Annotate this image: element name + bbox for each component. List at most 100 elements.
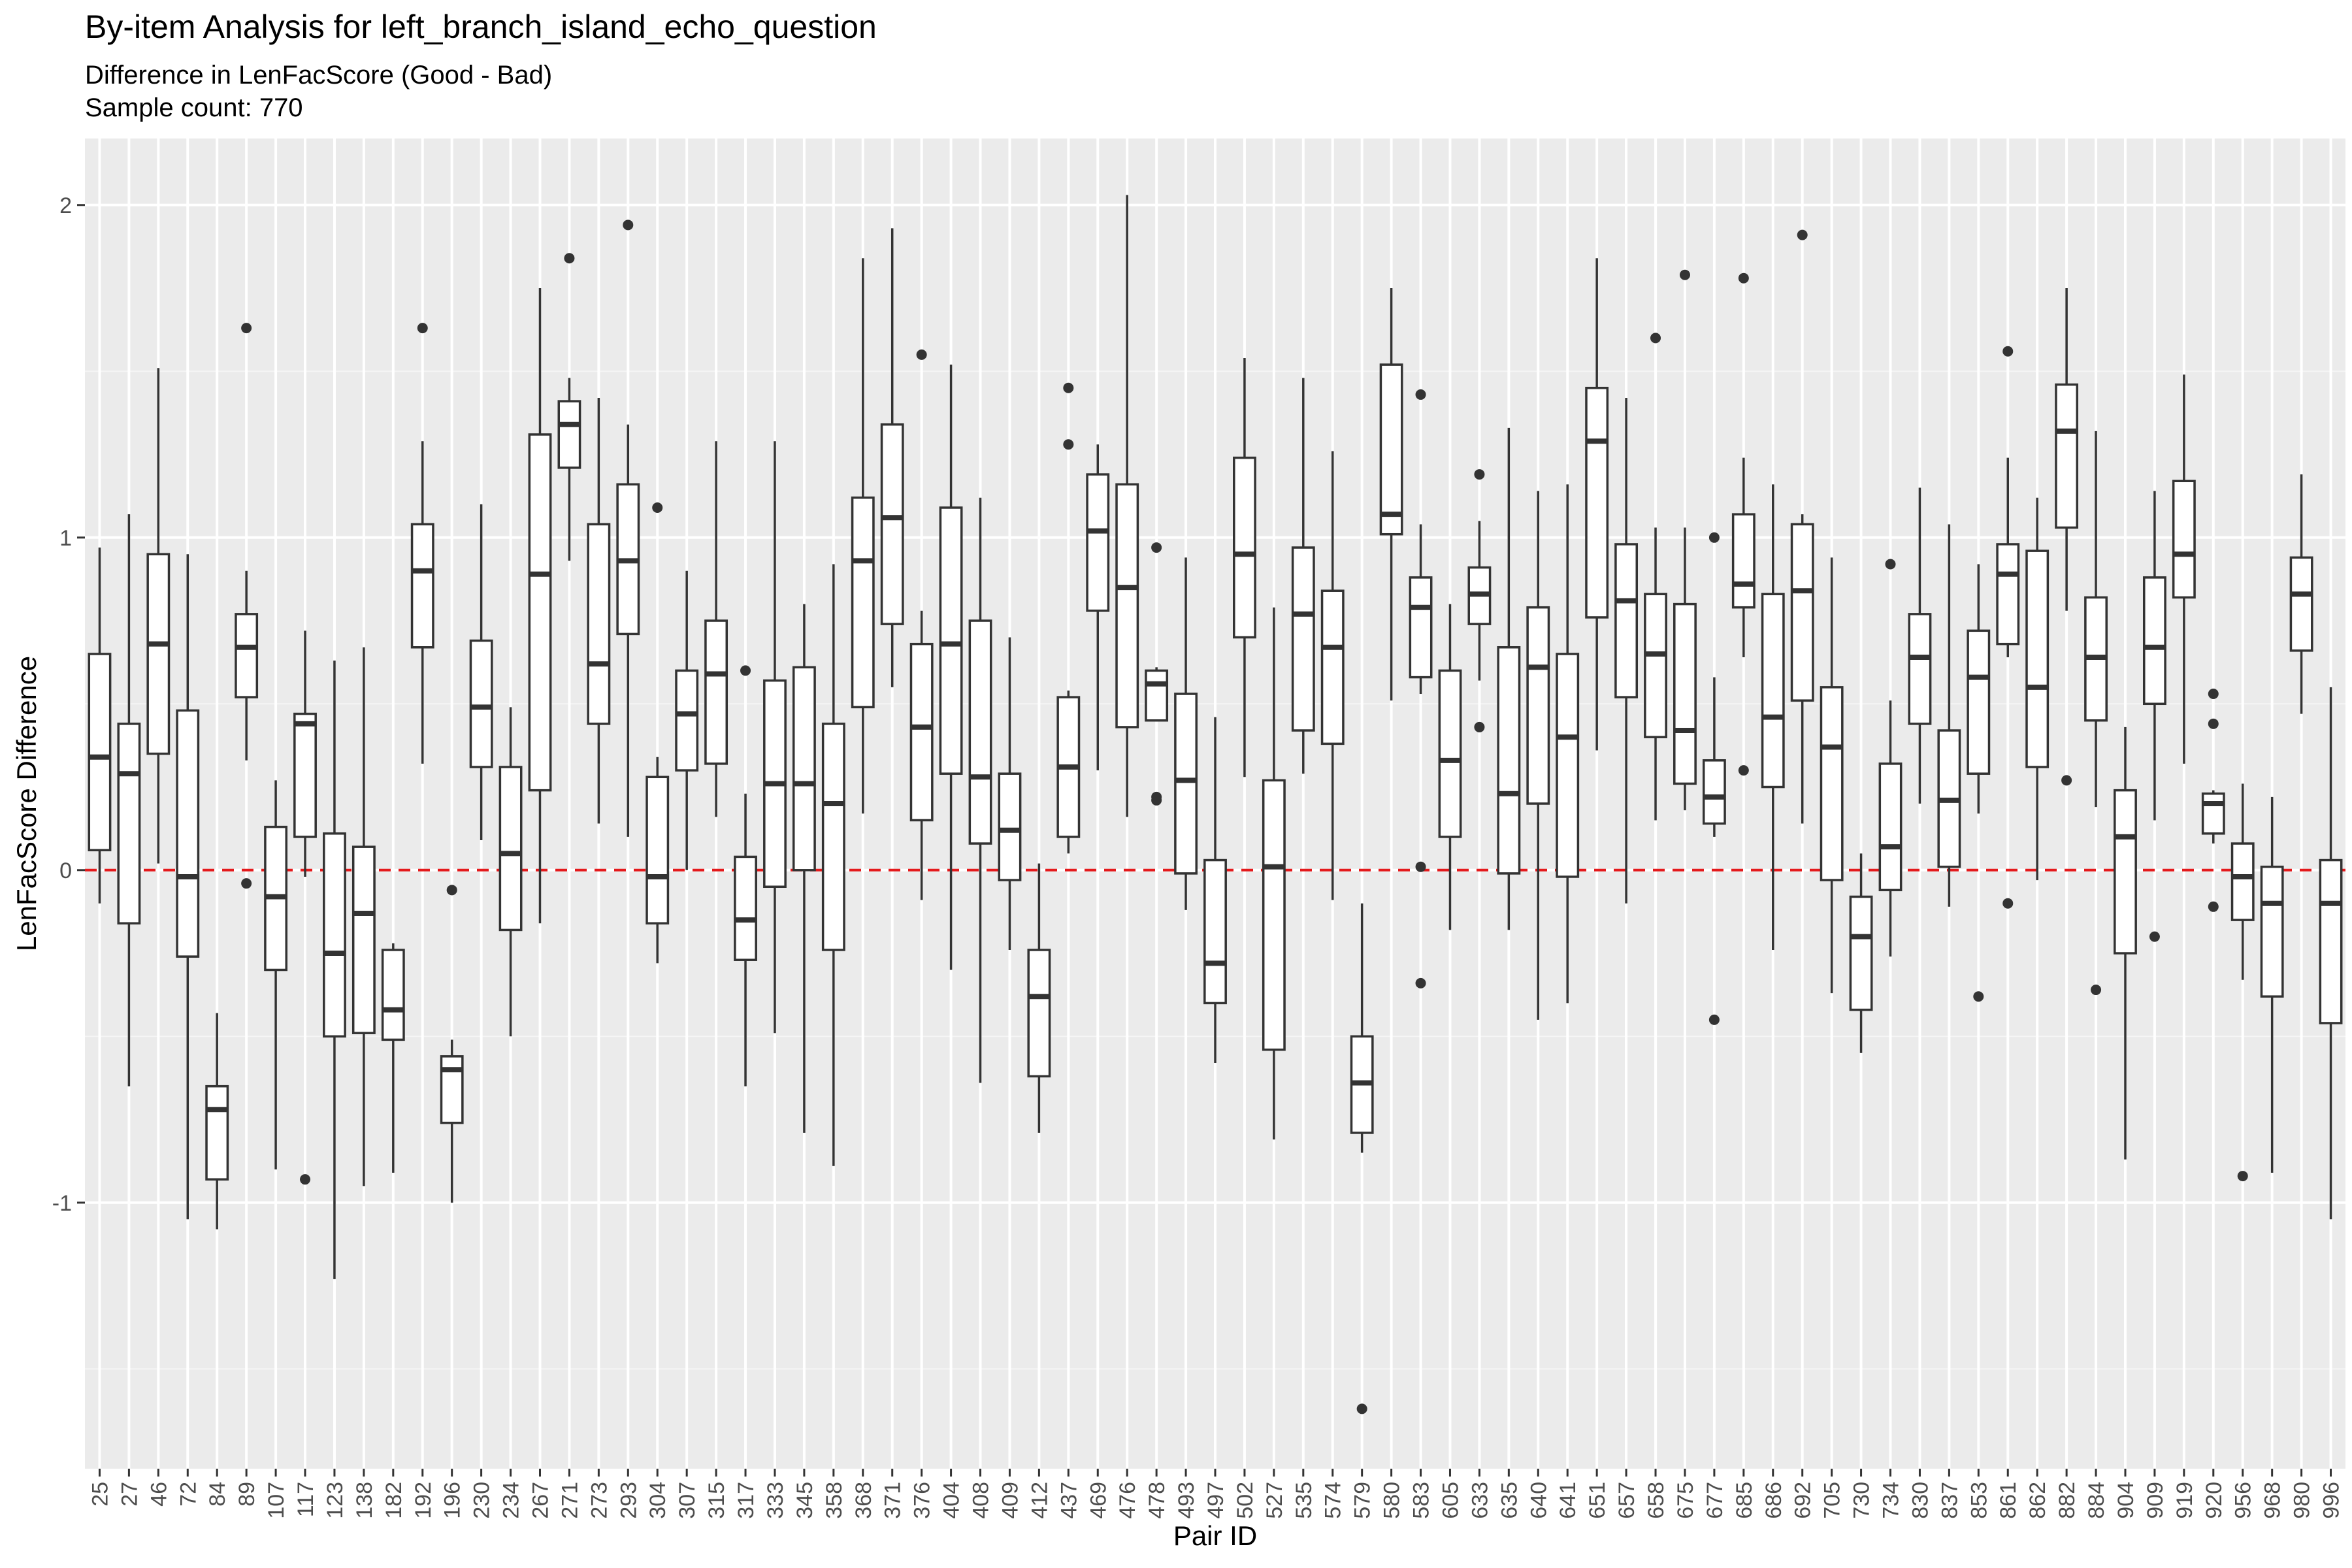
box-605 — [1438, 604, 1462, 930]
box-iqr — [880, 423, 904, 625]
outlier-point — [1797, 229, 1808, 240]
box-182 — [381, 943, 405, 1173]
box-476 — [1115, 195, 1139, 817]
outlier-point — [1415, 861, 1426, 872]
box-iqr — [645, 776, 670, 924]
x-tick-label: 675 — [1673, 1482, 1698, 1519]
box-iqr — [1702, 759, 1726, 825]
box-iqr — [998, 772, 1022, 881]
outlier-point — [1415, 977, 1426, 988]
box-iqr — [1908, 613, 1932, 725]
box-iqr — [1526, 606, 1550, 805]
x-tick-label: 307 — [675, 1482, 700, 1519]
box-107 — [264, 780, 288, 1169]
box-583 — [1409, 389, 1433, 988]
x-tick-label: 271 — [557, 1482, 582, 1519]
x-tick-label: 730 — [1850, 1482, 1874, 1519]
box-502 — [1233, 357, 1256, 777]
x-tick-label: 46 — [146, 1482, 171, 1507]
outlier-point — [2002, 346, 2014, 357]
box-84 — [205, 1013, 229, 1230]
outlier-point — [1151, 794, 1162, 806]
outlier-point — [2208, 718, 2219, 729]
box-iqr — [1996, 543, 2020, 645]
x-tick-label: 919 — [2172, 1482, 2197, 1519]
box-333 — [763, 441, 787, 1034]
outlier-point — [300, 1174, 311, 1185]
outlier-point — [1738, 272, 1749, 284]
box-iqr — [2055, 383, 2079, 529]
box-692 — [1790, 229, 1814, 824]
outlier-point — [446, 885, 457, 896]
box-273 — [587, 398, 611, 824]
box-iqr — [469, 639, 493, 768]
box-iqr — [1233, 456, 1256, 639]
box-317 — [734, 665, 757, 1086]
box-iqr — [851, 496, 875, 709]
x-tick-label: 920 — [2202, 1482, 2227, 1519]
x-tick-label: 502 — [1233, 1482, 1258, 1519]
box-iqr — [528, 433, 552, 792]
box-iqr — [734, 855, 757, 961]
box-iqr — [909, 642, 934, 822]
x-tick-label: 968 — [2261, 1482, 2285, 1519]
outlier-point — [2061, 775, 2072, 786]
x-tick-label: 579 — [1350, 1482, 1375, 1519]
x-tick-label: 476 — [1115, 1482, 1140, 1519]
x-tick-label: 583 — [1409, 1482, 1434, 1519]
box-686 — [1761, 484, 1785, 950]
x-tick-label: 404 — [939, 1482, 964, 1519]
box-iqr — [1878, 762, 1903, 892]
outlier-point — [1973, 991, 1984, 1002]
box-iqr — [1614, 543, 1639, 698]
box-117 — [293, 630, 317, 1185]
outlier-point — [1474, 721, 1485, 732]
box-iqr — [2172, 480, 2196, 599]
box-iqr — [587, 523, 611, 725]
outlier-point — [1151, 542, 1162, 553]
box-46 — [146, 368, 171, 864]
x-tick-label: 437 — [1056, 1482, 1081, 1519]
box-267 — [528, 288, 552, 924]
x-tick-label: 830 — [1908, 1482, 1933, 1519]
box-635 — [1497, 427, 1521, 930]
x-tick-label: 861 — [1996, 1482, 2021, 1519]
x-tick-label: 651 — [1585, 1482, 1610, 1519]
outlier-point — [2002, 898, 2014, 909]
x-tick-label: 478 — [1145, 1482, 1169, 1519]
box-641 — [1556, 484, 1580, 1004]
box-535 — [1291, 378, 1315, 774]
x-tick-label: 996 — [2319, 1482, 2344, 1519]
x-tick-label: 862 — [2025, 1482, 2050, 1519]
x-tick-label: 635 — [1497, 1482, 1522, 1519]
box-iqr — [1497, 646, 1521, 875]
box-iqr — [1556, 653, 1580, 878]
box-345 — [792, 604, 816, 1133]
box-iqr — [1115, 483, 1139, 728]
box-89 — [235, 323, 259, 889]
outlier-point — [2091, 985, 2102, 996]
x-tick-label: 574 — [1321, 1482, 1346, 1519]
x-tick-label: 273 — [587, 1482, 612, 1519]
box-657 — [1614, 398, 1639, 904]
outlier-point — [2208, 901, 2219, 912]
x-tick-label: 315 — [704, 1482, 729, 1519]
x-tick-label: 497 — [1203, 1482, 1228, 1519]
outlier-point — [1063, 382, 1074, 393]
box-iqr — [235, 613, 259, 698]
x-tick-label: 371 — [881, 1482, 906, 1519]
box-iqr — [968, 619, 992, 845]
box-iqr — [1761, 593, 1785, 789]
box-956 — [2230, 783, 2255, 1182]
box-376 — [909, 349, 934, 900]
x-tick-label: 333 — [763, 1482, 788, 1519]
box-iqr — [2025, 549, 2050, 768]
x-tick-label: 837 — [1937, 1482, 1962, 1519]
chart-title: By-item Analysis for left_branch_island_… — [85, 8, 877, 45]
box-412 — [1027, 863, 1051, 1133]
box-920 — [2201, 689, 2225, 912]
box-293 — [616, 220, 640, 837]
box-730 — [1849, 853, 1873, 1053]
x-tick-label: 641 — [1556, 1482, 1580, 1519]
